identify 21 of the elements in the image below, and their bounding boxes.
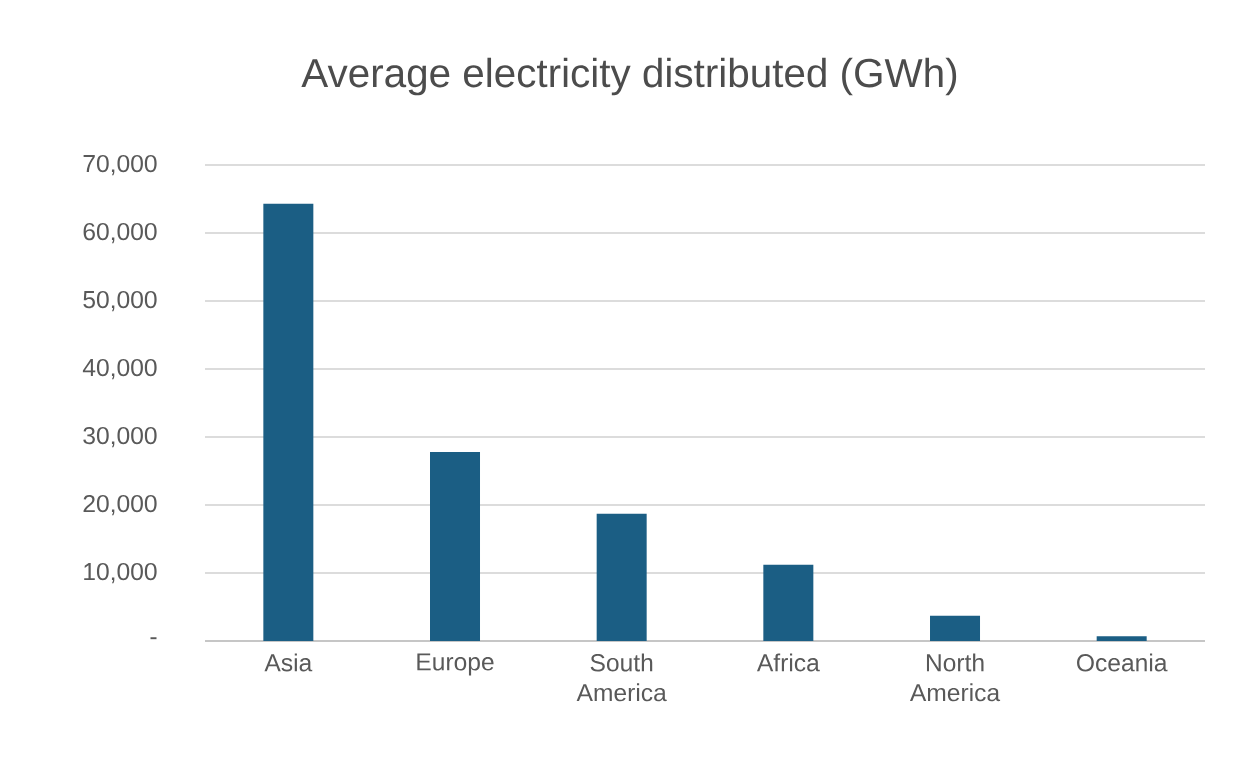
x-tick-label: Asia — [264, 653, 313, 672]
y-tick-label: 70,000 — [83, 154, 157, 176]
y-tick-label: - — [150, 637, 157, 640]
bar — [263, 203, 314, 642]
x-tick-label: Europe — [417, 653, 494, 676]
y-tick-label: 40,000 — [82, 358, 157, 380]
bar — [930, 615, 981, 642]
x-tick-label: Africa — [756, 653, 820, 672]
y-tick-label: 60,000 — [83, 222, 157, 244]
bar — [596, 513, 647, 642]
x-tick-label: Oceania — [1077, 653, 1168, 672]
y-tick-label: 30,000 — [83, 426, 157, 448]
bar — [430, 451, 481, 642]
bar — [1096, 636, 1147, 642]
x-tick-label: South America — [576, 653, 667, 702]
x-tick-label: North America — [909, 653, 1001, 702]
y-tick-label: 20,000 — [83, 494, 157, 516]
bar — [763, 564, 814, 642]
chart-title: Average electricity distributed (GWh) — [301, 57, 957, 96]
y-tick-label: 50,000 — [83, 290, 157, 312]
y-tick-label: 10,000 — [84, 562, 157, 584]
